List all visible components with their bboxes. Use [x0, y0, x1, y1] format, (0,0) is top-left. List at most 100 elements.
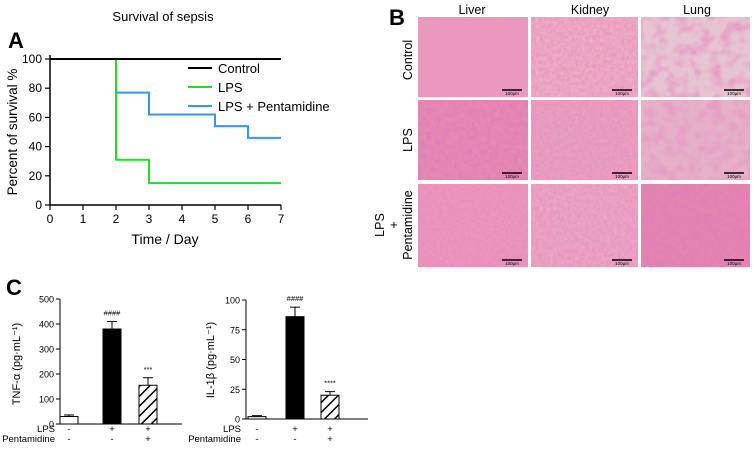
- histology-image-liver-lps: 100μm: [418, 100, 528, 180]
- treatment-label-lps: LPS: [223, 424, 241, 435]
- histology-image-lung-lps: 100μm: [641, 100, 750, 180]
- histology-row-lps-pentamidine-line1: LPS: [373, 213, 387, 237]
- histology-row-control: Control: [401, 40, 415, 80]
- treatment-sign: +: [327, 424, 333, 435]
- tnf-alpha-y-tick-label: 500: [39, 295, 54, 305]
- survival-y-tick-label: 20: [29, 169, 43, 183]
- treatment-sign: -: [255, 434, 258, 445]
- histology-row-lps: LPS: [401, 128, 415, 152]
- panel-letter-a: A: [8, 28, 24, 53]
- survival-x-tick-label: 2: [113, 212, 120, 226]
- treatment-sign: +: [145, 424, 151, 435]
- histology-image-kidney-lps-pentamidine-texture: [531, 184, 638, 267]
- treatment-sign: -: [67, 434, 70, 445]
- survival-x-tick-label: 5: [212, 212, 219, 226]
- histology-image-kidney-lps-texture: [531, 100, 638, 180]
- tnf-alpha-y-tick-label: 0: [49, 420, 54, 430]
- tnf-alpha-significance-label: ####: [104, 309, 122, 318]
- scale-bar-label: 100μm: [615, 91, 629, 96]
- histology-row-lps-pentamidine-line3: Pentamidine: [401, 190, 415, 260]
- treatment-sign: -: [110, 434, 113, 445]
- il-1beta-chart: 0 25 50 75 100 #### ****: [225, 294, 368, 425]
- scale-bar-label: 100μm: [505, 174, 519, 179]
- scale-bar-label: 100μm: [615, 261, 629, 266]
- survival-y-tick-label: 60: [29, 110, 43, 124]
- il-1beta-y-tick-label: 50: [230, 355, 240, 365]
- il-1beta-bar-lps: [285, 316, 305, 420]
- survival-y-axis-label: Percent of survival %: [5, 69, 20, 196]
- histology-row-lps-pentamidine: LPS + Pentamidine: [373, 190, 415, 260]
- survival-x-tick-label: 0: [47, 212, 54, 226]
- tnf-alpha-y-tick-label: 400: [39, 320, 54, 330]
- legend-label-lps: LPS: [218, 80, 243, 95]
- il-1beta-bar-control: [247, 416, 267, 420]
- survival-series: [50, 58, 281, 185]
- histology-image-liver-lps-pentamidine: 100μm: [418, 184, 528, 267]
- treatment-sign: -: [293, 434, 296, 445]
- histology-image-kidney-lps: 100μm: [531, 100, 638, 180]
- tnf-alpha-bar-lps: [102, 328, 122, 425]
- panel-letter-c: C: [6, 275, 22, 300]
- histology-col-liver: Liver: [458, 3, 485, 17]
- tnf-alpha-significance-label: ***: [144, 365, 153, 374]
- treatment-sign: +: [327, 434, 333, 445]
- histology-col-kidney: Kidney: [571, 3, 610, 17]
- il-1beta-y-axis-label: IL-1β (pg·mL⁻¹): [205, 322, 217, 398]
- survival-axes: 0 1 2 3 4 5 6 7 0 20 40 60 80 100: [22, 52, 285, 226]
- histology-image-lung-lps-pentamidine-texture: [641, 184, 750, 267]
- treatment-label-lps: LPS: [37, 424, 55, 435]
- survival-x-tick-label: 3: [146, 212, 153, 226]
- tnf-alpha-y-tick-label: 300: [39, 345, 54, 355]
- histology-image-liver-control-texture: [418, 17, 528, 97]
- il-1beta-significance-label: ****: [324, 379, 336, 388]
- histology-col-lung: Lung: [683, 3, 711, 17]
- survival-x-tick-label: 7: [278, 212, 285, 226]
- tnf-alpha-bar-control: [59, 416, 79, 425]
- il-1beta-y-tick-label: 100: [225, 296, 240, 306]
- panel-letter-b: B: [389, 5, 405, 30]
- treatment-sign: +: [145, 434, 151, 445]
- tnf-alpha-y-tick-label: 100: [39, 395, 54, 405]
- scale-bar-label: 100μm: [727, 91, 741, 96]
- survival-x-tick-label: 6: [245, 212, 252, 226]
- legend-label-control: Control: [218, 61, 260, 76]
- tnf-alpha-chart: 0 100 200 300 400 500 #### ***: [39, 295, 182, 430]
- il-1beta-y-tick-label: 75: [230, 325, 240, 335]
- survival-y-tick-label: 40: [29, 140, 43, 154]
- legend-label-lps-pentamidine: LPS + Pentamidine: [218, 99, 330, 114]
- treatment-sign: -: [255, 424, 258, 435]
- scale-bar-label: 100μm: [505, 91, 519, 96]
- tnf-alpha-y-tick-label: 200: [39, 370, 54, 380]
- histology-image-kidney-control: 100μm: [531, 17, 638, 97]
- histology-image-kidney-control-texture: [531, 17, 638, 97]
- survival-x-tick-label: 4: [179, 212, 186, 226]
- survival-legend: Control LPS LPS + Pentamidine: [188, 61, 330, 114]
- scale-bar-label: 100μm: [615, 174, 629, 179]
- treatment-label-pentamidine: Pentamidine: [2, 434, 55, 445]
- il-1beta-bar-lps-pentamidine: [320, 394, 340, 420]
- scale-bar-label: 100μm: [727, 174, 741, 179]
- survival-chart-title: Survival of sepsis: [112, 9, 214, 24]
- histology-image-lung-lps-pentamidine: 100μm: [641, 184, 750, 267]
- histology-image-lung-lps-texture: [641, 100, 750, 180]
- il-1beta-y-tick-label: 25: [230, 385, 240, 395]
- il-1beta-y-tick-label: 0: [235, 415, 240, 425]
- treatment-table: LPS - + +Pentamidine - - +LPS - + +Pentamidine - - +: [2, 424, 333, 445]
- scale-bar-label: 100μm: [727, 261, 741, 266]
- scale-bar-label: 100μm: [505, 261, 519, 266]
- histology-image-kidney-lps-pentamidine: 100μm: [531, 184, 638, 267]
- histology-image-liver-control: 100μm: [418, 17, 528, 97]
- survival-x-tick-label: 1: [80, 212, 87, 226]
- histology-image-liver-lps-texture: [418, 100, 528, 180]
- tnf-alpha-bar-lps-pentamidine: [138, 384, 158, 425]
- histology-image-lung-control-texture: [641, 17, 750, 97]
- treatment-sign: +: [109, 424, 115, 435]
- survival-y-tick-label: 80: [29, 81, 43, 95]
- treatment-sign: -: [67, 424, 70, 435]
- histology-image-liver-lps-pentamidine-texture: [418, 184, 528, 267]
- il-1beta-significance-label: ####: [287, 294, 305, 303]
- survival-line-lps: [50, 58, 281, 185]
- tnf-alpha-y-axis-label: TNF-α (pg·mL⁻¹): [11, 323, 23, 405]
